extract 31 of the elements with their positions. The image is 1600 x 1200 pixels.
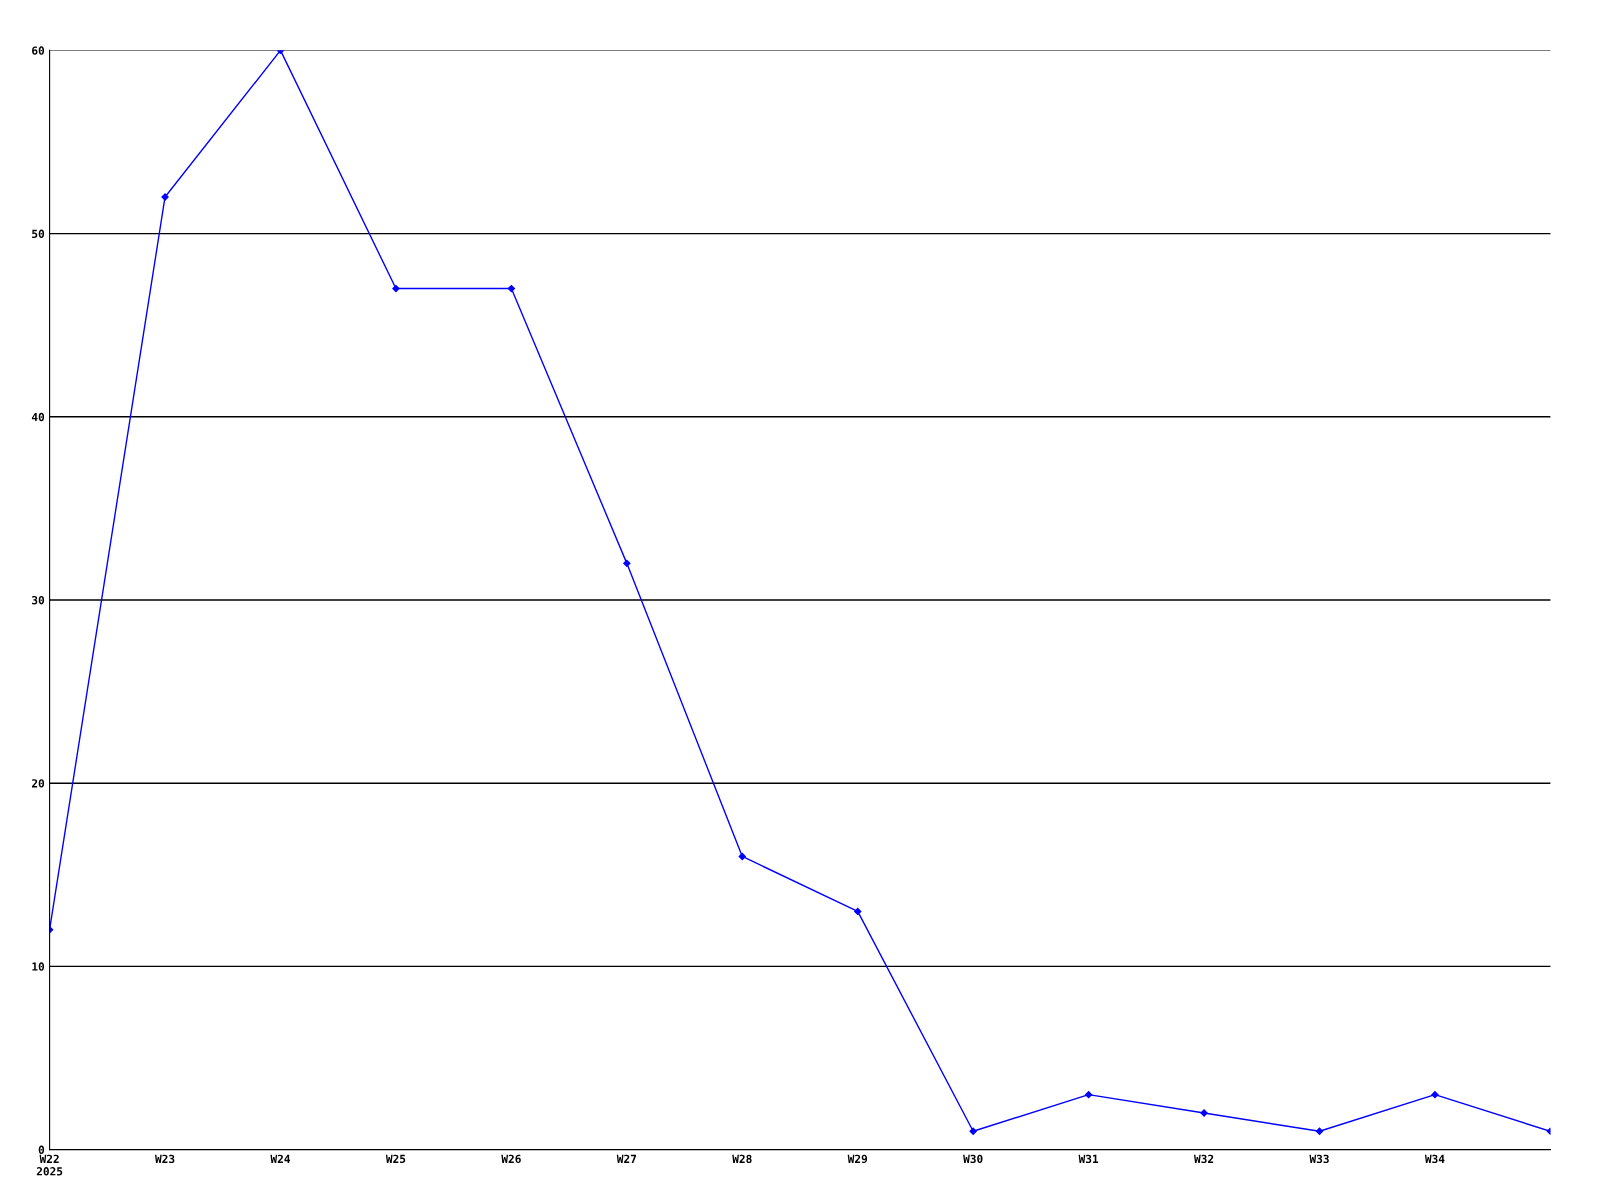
x-tick-label: W22 2025 <box>36 1154 63 1176</box>
point <box>969 1127 977 1135</box>
x-tick-label: W31 <box>1078 1154 1099 1164</box>
point <box>623 559 631 568</box>
x-tick-label: W30 <box>963 1154 983 1164</box>
x-tick-label: W34 <box>1424 1154 1445 1164</box>
point <box>392 284 400 293</box>
point <box>1431 1090 1439 1099</box>
y-tick-label: 60 <box>32 46 45 55</box>
point <box>161 193 169 201</box>
x-tick-label: W33 <box>1309 1154 1329 1164</box>
x-tick-label: W29 <box>847 1154 868 1164</box>
x-tick-label: W32 <box>1194 1154 1214 1164</box>
point <box>738 852 746 861</box>
x-tick-label: W23 <box>155 1154 175 1164</box>
x-tick-label: W24 <box>270 1154 291 1163</box>
x-tick-label: W28 <box>732 1154 752 1164</box>
y-tick-label: 0 <box>38 1145 45 1154</box>
point <box>1084 1090 1093 1099</box>
y-tick-label: 40 <box>31 412 45 422</box>
y-tick-label: 50 <box>32 229 45 238</box>
y-tick-label: 10 <box>32 962 45 971</box>
point <box>1315 1127 1324 1135</box>
y-tick-label: 20 <box>31 779 45 788</box>
point <box>854 907 862 916</box>
x-tick-label: W25 <box>385 1154 406 1164</box>
point <box>507 284 516 293</box>
point <box>1200 1109 1208 1117</box>
x-tick-label: W27 <box>616 1154 637 1163</box>
x-tick-label: W26 <box>501 1154 521 1164</box>
y-tick-label: 30 <box>32 595 45 605</box>
